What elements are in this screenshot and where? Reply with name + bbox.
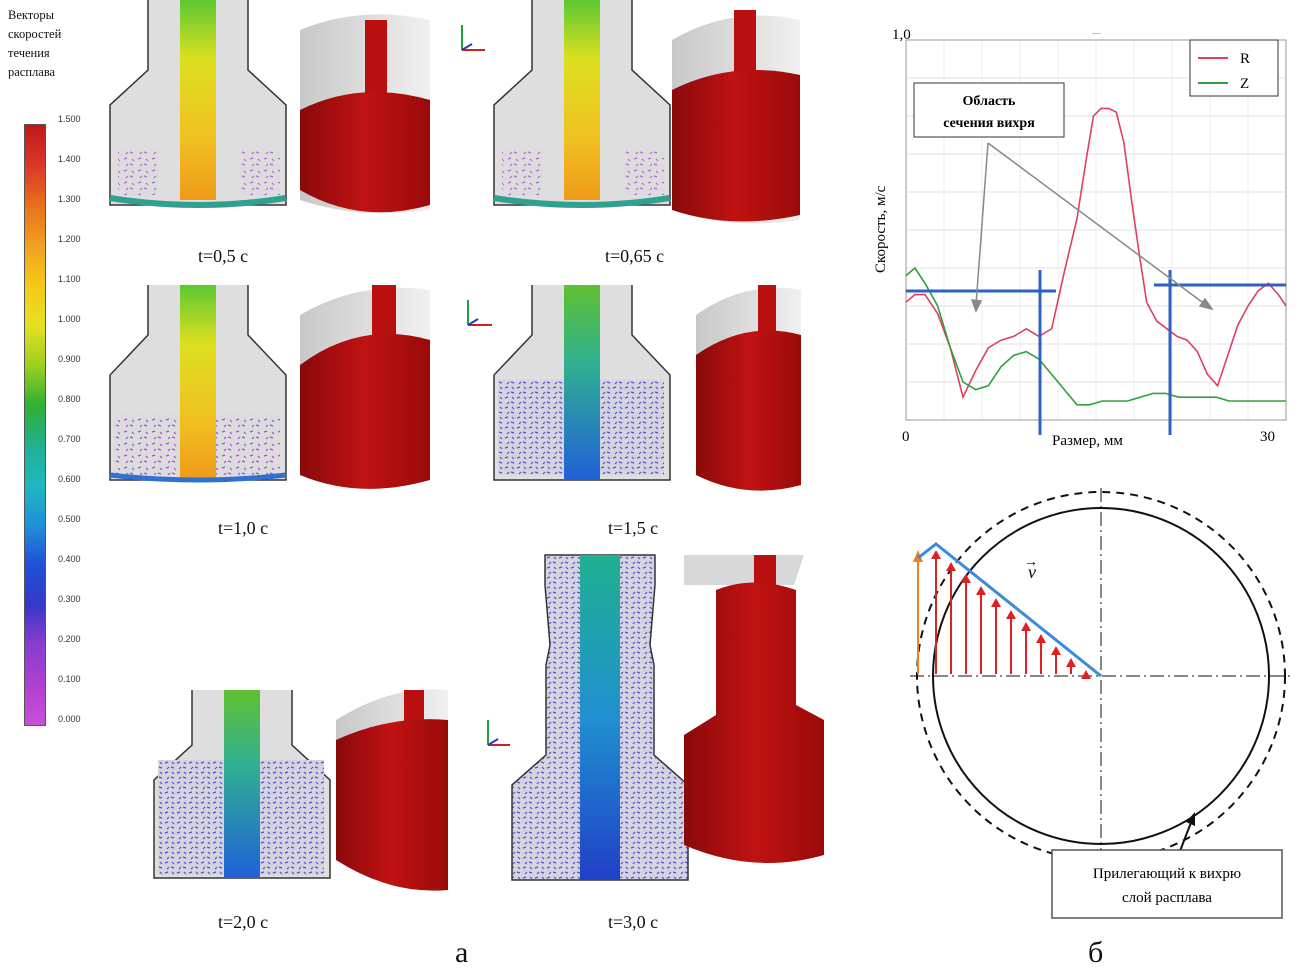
velocity-colorbar bbox=[24, 124, 46, 726]
colorbar-tick: 1.200 bbox=[58, 234, 81, 244]
colorbar-tick: 1.500 bbox=[58, 114, 81, 124]
colorbar-tick: 1.300 bbox=[58, 194, 81, 204]
graph-legend bbox=[1189, 39, 1279, 97]
colorbar-tick: 0.900 bbox=[58, 354, 81, 364]
velocity-graph: 1,0 — Скорость, м/с Размер, мм 0 30 Обла… bbox=[873, 27, 1287, 449]
vortex-cross-section-diagram: v → Прилегающий к вихрю слой расплава bbox=[910, 488, 1290, 919]
frame-t20-3d bbox=[336, 689, 448, 891]
annotation-arrows bbox=[970, 142, 1214, 313]
colorbar-tick: 0.800 bbox=[58, 394, 81, 404]
time-label-6: t=3,0 с bbox=[608, 912, 659, 932]
time-label-4: t=1,5 с bbox=[608, 518, 659, 538]
x-axis-label: Размер, мм bbox=[1052, 433, 1123, 449]
annotation-line-2: сечения вихря bbox=[943, 116, 1035, 131]
time-label-3: t=1,0 с bbox=[218, 518, 269, 538]
x-max-label: 30 bbox=[1260, 429, 1275, 445]
velocity-arrow-head bbox=[946, 562, 956, 571]
y-axis-label: Скорость, м/с bbox=[873, 185, 889, 273]
top-marker: — bbox=[1091, 28, 1102, 38]
panel-label-b: б bbox=[1088, 936, 1104, 969]
vortex-region-markers bbox=[906, 270, 1286, 435]
legend-label-r: R bbox=[1240, 51, 1250, 67]
velocity-arrow-head bbox=[1051, 646, 1061, 655]
frame-t10-3d bbox=[300, 285, 430, 489]
graph-grid bbox=[906, 40, 1286, 420]
colorbar-tick: 0.300 bbox=[58, 594, 81, 604]
colorbar-tick: 0.200 bbox=[58, 634, 81, 644]
time-label-2: t=0,65 с bbox=[605, 246, 665, 266]
velocity-arrow-head bbox=[1066, 658, 1076, 667]
x-min-label: 0 bbox=[902, 429, 910, 445]
caption-line-2: слой расплава bbox=[1122, 890, 1212, 906]
frame-t05-3d bbox=[300, 14, 430, 214]
axis-triad-icon bbox=[461, 25, 510, 746]
frame-t20 bbox=[153, 690, 331, 879]
velocity-arrow-head bbox=[976, 586, 986, 595]
annotation-box bbox=[913, 82, 1065, 138]
panel-label-a: а bbox=[455, 936, 469, 969]
colorbar-tick: 0.600 bbox=[58, 474, 81, 484]
colorbar-tick: 1.400 bbox=[58, 154, 81, 164]
frame-t15-3d bbox=[696, 285, 801, 491]
colorbar-tick: 0.000 bbox=[58, 714, 81, 724]
caption-line-1: Прилегающий к вихрю bbox=[1093, 866, 1241, 882]
vector-arrow-glyph: → bbox=[1024, 555, 1038, 570]
colorbar-tick: 0.100 bbox=[58, 674, 81, 684]
series-line-r bbox=[905, 107, 1287, 400]
colorbar-tick: 0.400 bbox=[58, 554, 81, 564]
velocity-arrow-head bbox=[1021, 622, 1031, 631]
time-label-1: t=0,5 с bbox=[198, 246, 249, 266]
velocity-arrow-head bbox=[961, 574, 971, 583]
y-top-label: 1,0 bbox=[892, 27, 911, 43]
velocity-vectors bbox=[931, 550, 1091, 679]
legend-title: Векторы скоростей течения расплава bbox=[8, 8, 62, 79]
annotation-line-1: Область bbox=[963, 94, 1016, 109]
frame-t10 bbox=[109, 285, 287, 483]
frame-t05 bbox=[109, 0, 287, 208]
velocity-arrow-head bbox=[1036, 634, 1046, 643]
caption-box bbox=[1051, 849, 1283, 919]
frame-t15 bbox=[493, 285, 671, 481]
velocity-arrow-head bbox=[991, 598, 1001, 607]
plot-frame bbox=[905, 39, 1287, 421]
legend-label-z: Z bbox=[1240, 76, 1249, 92]
time-label-5: t=2,0 с bbox=[218, 912, 269, 932]
velocity-arrow-head bbox=[931, 550, 941, 559]
simulation-frames bbox=[109, 0, 824, 891]
colorbar-tick: 1.000 bbox=[58, 314, 81, 324]
velocity-profile-line bbox=[917, 542, 1102, 678]
frame-t065-3d bbox=[672, 10, 800, 224]
colorbar-tick: 0.700 bbox=[58, 434, 81, 444]
colorbar-tick: 1.100 bbox=[58, 274, 81, 284]
vector-v-label: v bbox=[1028, 562, 1036, 582]
velocity-arrow-head bbox=[1081, 670, 1091, 679]
colorbar-tick: 0.500 bbox=[58, 514, 81, 524]
velocity-arrow-head bbox=[1006, 610, 1016, 619]
frame-t065 bbox=[493, 0, 671, 208]
series-line-z bbox=[905, 266, 1286, 406]
frame-t30-3d bbox=[684, 555, 824, 863]
frame-t30 bbox=[511, 554, 689, 881]
graph-series bbox=[905, 107, 1287, 406]
